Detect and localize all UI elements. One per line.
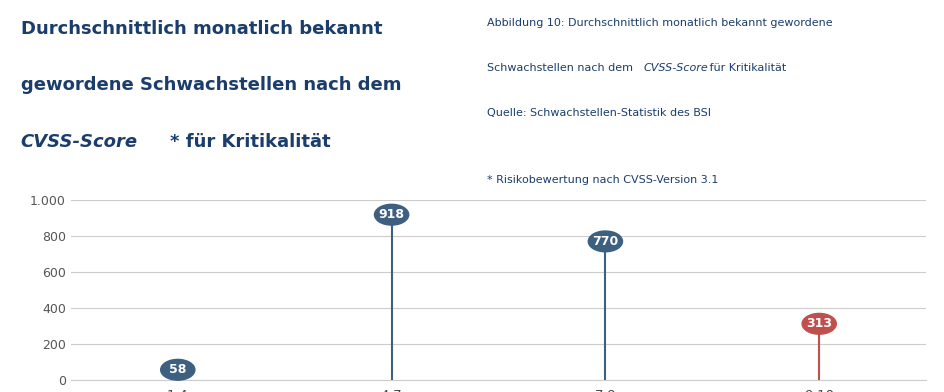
Ellipse shape — [801, 314, 835, 334]
Text: Schwachstellen nach dem: Schwachstellen nach dem — [486, 63, 635, 73]
Text: Durchschnittlich monatlich bekannt: Durchschnittlich monatlich bekannt — [21, 20, 382, 38]
Text: Quelle: Schwachstellen-Statistik des BSI: Quelle: Schwachstellen-Statistik des BSI — [486, 108, 710, 118]
Text: CVSS-Score: CVSS-Score — [643, 63, 708, 73]
Text: 313: 313 — [805, 317, 832, 330]
Text: * für Kritikalität: * für Kritikalität — [170, 133, 330, 151]
Text: * Risikobewertung nach CVSS-Version 3.1: * Risikobewertung nach CVSS-Version 3.1 — [486, 176, 717, 185]
Text: Abbildung 10: Durchschnittlich monatlich bekannt gewordene: Abbildung 10: Durchschnittlich monatlich… — [486, 18, 832, 28]
Ellipse shape — [588, 231, 622, 252]
Text: für Kritikalität: für Kritikalität — [705, 63, 785, 73]
Ellipse shape — [374, 204, 408, 225]
Text: 770: 770 — [592, 235, 618, 248]
Text: 918: 918 — [379, 208, 404, 221]
Ellipse shape — [160, 359, 194, 380]
Text: 58: 58 — [169, 363, 186, 376]
Text: CVSS-Score: CVSS-Score — [21, 133, 138, 151]
Text: gewordene Schwachstellen nach dem: gewordene Schwachstellen nach dem — [21, 76, 401, 94]
